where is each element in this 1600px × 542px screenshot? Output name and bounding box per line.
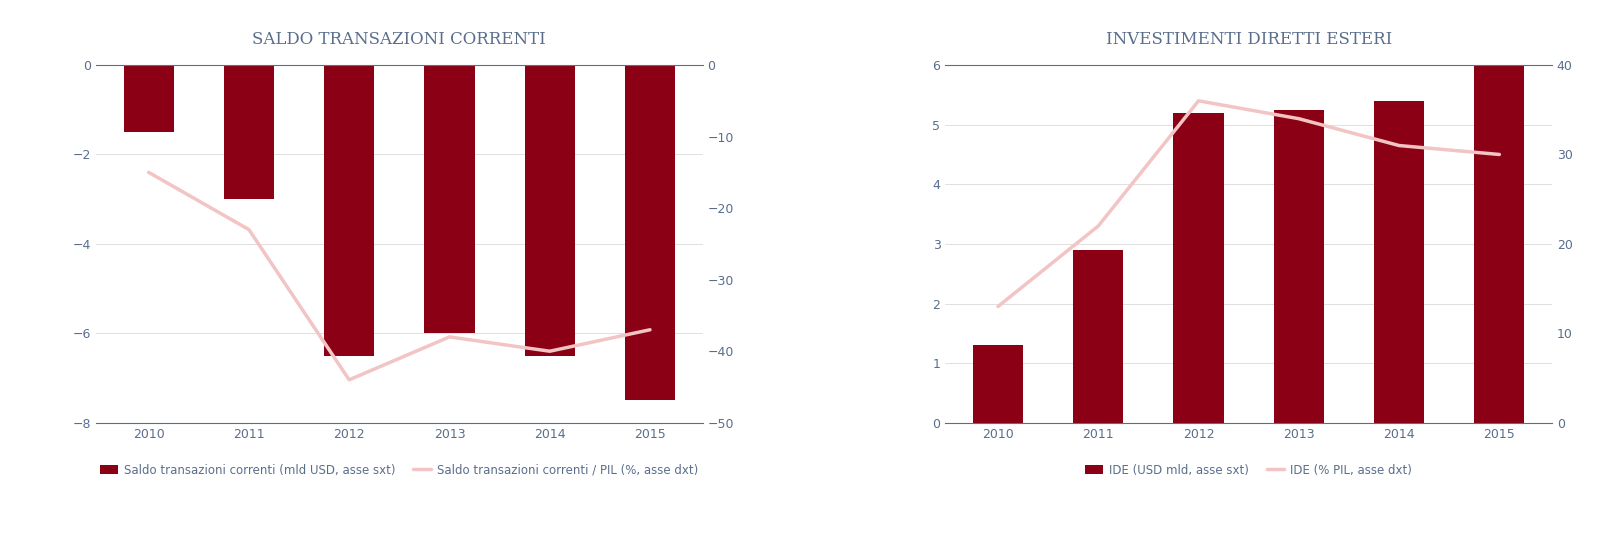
Bar — [1374, 101, 1424, 423]
IDE (% PIL, asse dxt) — [1490, 151, 1509, 158]
Bar — [224, 65, 274, 199]
Bar — [325, 65, 374, 356]
Bar — [1173, 113, 1224, 423]
Saldo transazioni correnti / PIL (%, asse dxt) — [440, 334, 459, 340]
Saldo transazioni correnti / PIL (%, asse dxt) — [240, 227, 259, 233]
Line: Saldo transazioni correnti / PIL (%, asse dxt): Saldo transazioni correnti / PIL (%, ass… — [149, 172, 650, 380]
Line: IDE (% PIL, asse dxt): IDE (% PIL, asse dxt) — [998, 101, 1499, 307]
Bar — [626, 65, 675, 401]
IDE (% PIL, asse dxt) — [1389, 142, 1408, 149]
Saldo transazioni correnti / PIL (%, asse dxt) — [139, 169, 158, 176]
Saldo transazioni correnti / PIL (%, asse dxt) — [339, 377, 358, 383]
Bar — [1074, 250, 1123, 423]
Bar — [1274, 109, 1323, 423]
Bar — [1474, 65, 1525, 423]
IDE (% PIL, asse dxt) — [1189, 98, 1208, 104]
Bar — [424, 65, 475, 333]
IDE (% PIL, asse dxt) — [1088, 223, 1107, 229]
Bar — [525, 65, 574, 356]
Legend: Saldo transazioni correnti (mld USD, asse sxt), Saldo transazioni correnti / PIL: Saldo transazioni correnti (mld USD, ass… — [96, 459, 702, 481]
Title: INVESTIMENTI DIRETTI ESTERI: INVESTIMENTI DIRETTI ESTERI — [1106, 31, 1392, 48]
IDE (% PIL, asse dxt) — [989, 304, 1008, 310]
Saldo transazioni correnti / PIL (%, asse dxt) — [541, 348, 560, 354]
Saldo transazioni correnti / PIL (%, asse dxt) — [640, 326, 659, 333]
IDE (% PIL, asse dxt) — [1290, 115, 1309, 122]
Bar — [123, 65, 174, 132]
Bar — [973, 345, 1022, 423]
Title: SALDO TRANSAZIONI CORRENTI: SALDO TRANSAZIONI CORRENTI — [253, 31, 546, 48]
Legend: IDE (USD mld, asse sxt), IDE (% PIL, asse dxt): IDE (USD mld, asse sxt), IDE (% PIL, ass… — [1080, 459, 1416, 481]
